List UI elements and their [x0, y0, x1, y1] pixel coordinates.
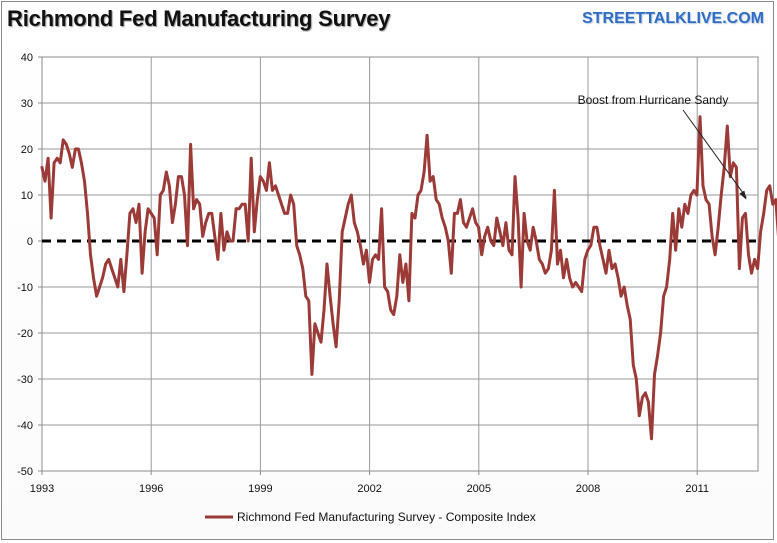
x-tick-label: 1999 [248, 483, 272, 495]
annotation-arrow [682, 109, 747, 198]
y-tick-label: 30 [21, 98, 33, 110]
series-line [40, 115, 777, 441]
legend-label: Richmond Fed Manufacturing Survey - Comp… [237, 510, 536, 524]
y-tick-label: -20 [17, 328, 33, 340]
y-tick-label: 0 [27, 236, 33, 248]
page-title: Richmond Fed Manufacturing Survey [7, 6, 391, 31]
y-tick-label: 20 [21, 144, 33, 156]
x-tick-label: 2002 [357, 483, 381, 495]
y-tick-label: -40 [17, 420, 33, 432]
x-tick-label: 2008 [576, 483, 600, 495]
y-tick-label: -10 [17, 282, 33, 294]
annotation-arrowhead [739, 190, 747, 200]
y-tick-label: -30 [17, 374, 33, 386]
y-tick-label: 10 [21, 190, 33, 202]
x-tick-label: 2011 [685, 483, 709, 495]
x-tick-label: 1996 [139, 483, 163, 495]
brand-watermark: STREETTALKLIVE.COM [582, 10, 764, 27]
y-tick-label: 40 [21, 52, 33, 64]
y-tick-label: -50 [17, 466, 33, 478]
x-tick-label: 1993 [30, 483, 54, 495]
annotation-label: Boost from Hurricane Sandy [578, 93, 729, 107]
x-tick-label: 2005 [467, 483, 491, 495]
